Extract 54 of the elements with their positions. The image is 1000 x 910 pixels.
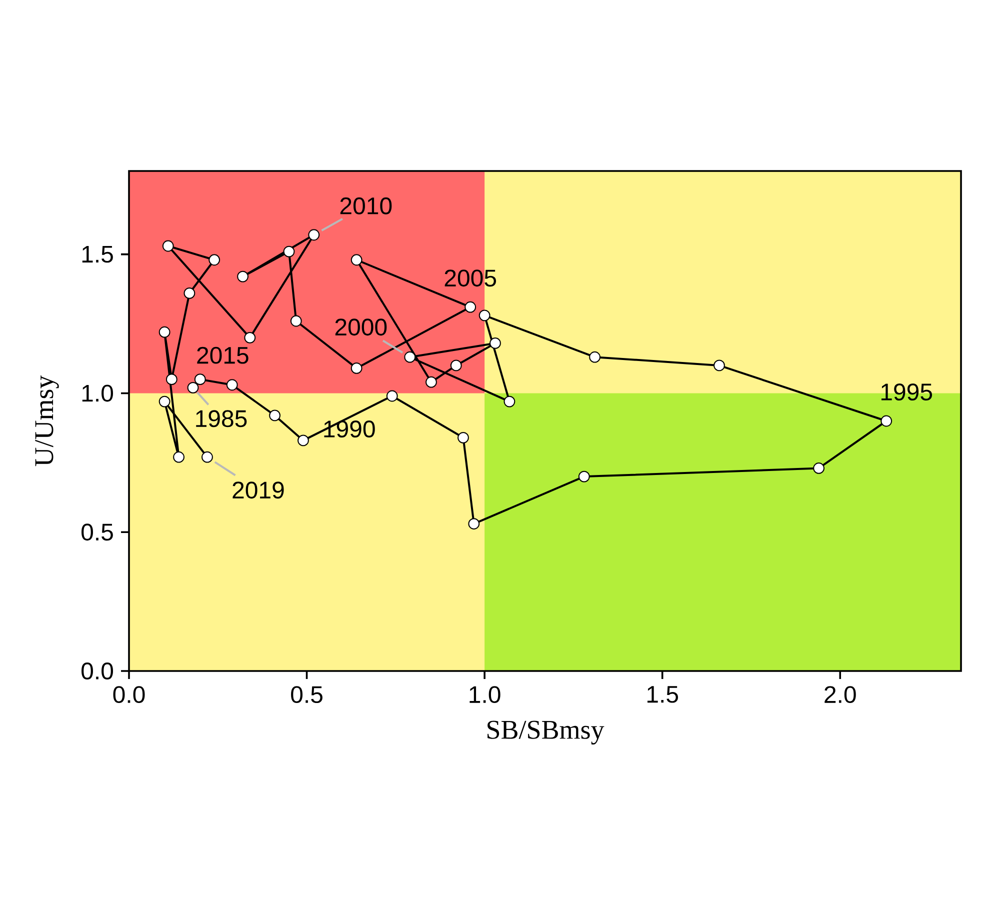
point <box>162 240 174 252</box>
point <box>237 270 248 282</box>
point <box>226 379 238 391</box>
point <box>386 390 398 402</box>
annotation: 2015 <box>197 346 248 364</box>
point <box>283 246 295 258</box>
point <box>578 470 590 482</box>
point <box>166 374 178 386</box>
point <box>244 332 256 344</box>
y-axis-title: U/Umsy <box>35 375 59 466</box>
point <box>504 396 516 408</box>
annotation: 1985 <box>196 410 247 428</box>
point <box>173 451 184 463</box>
point <box>464 301 476 313</box>
point <box>813 462 824 474</box>
annotation: 1990 <box>324 420 375 438</box>
y-tick-label: 0.0 <box>82 662 114 680</box>
point <box>194 374 206 386</box>
point <box>290 315 302 327</box>
point <box>458 432 469 444</box>
y-tick-label: 0.5 <box>82 524 113 541</box>
point <box>426 376 437 388</box>
x-tick-label: 0.5 <box>291 686 322 704</box>
point <box>269 410 280 422</box>
point <box>208 254 220 266</box>
point <box>350 254 362 266</box>
annotation: 2019 <box>232 482 284 499</box>
point <box>450 360 462 372</box>
x-tick-label: 2.0 <box>824 686 856 704</box>
point <box>298 434 309 446</box>
point <box>468 518 480 530</box>
point <box>880 415 892 427</box>
point <box>184 288 196 299</box>
y-tick-label: 1.0 <box>82 384 114 402</box>
x-axis-title: SB/SBmsy <box>488 720 604 744</box>
x-tick-label: 1.0 <box>470 686 500 704</box>
annotation: 2010 <box>340 197 392 214</box>
point <box>714 360 725 372</box>
point <box>308 229 320 241</box>
annotation: 2000 <box>335 318 387 336</box>
point <box>404 351 416 363</box>
x-tick-label: 0.0 <box>113 686 145 704</box>
point <box>187 382 199 394</box>
annotation: 2005 <box>444 270 496 287</box>
point <box>589 351 600 363</box>
x-tick-label: 1.5 <box>647 686 678 703</box>
y-tick-label: 1.5 <box>82 246 113 263</box>
point <box>350 362 362 374</box>
point <box>158 396 170 408</box>
point <box>202 451 213 463</box>
point <box>490 338 501 349</box>
point <box>478 310 490 322</box>
point <box>158 326 170 338</box>
annotation: 1995 <box>881 384 932 400</box>
